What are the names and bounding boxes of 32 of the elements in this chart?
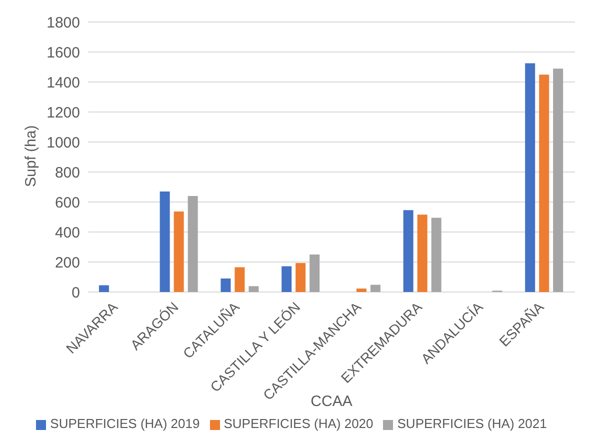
y-tick-label: 0 [72, 284, 80, 302]
bar [282, 266, 292, 292]
bar [220, 278, 231, 292]
legend-label: SUPERFICIES (HA) 2021 [397, 416, 547, 431]
bar [553, 68, 564, 292]
y-tick-label: 1600 [46, 44, 80, 62]
bar [525, 63, 536, 292]
y-tick-label: 400 [54, 224, 80, 242]
bar [370, 284, 380, 292]
y-tick-label: 200 [54, 254, 80, 272]
bar [296, 263, 306, 292]
bar [417, 214, 428, 292]
y-tick-label: 800 [54, 164, 80, 182]
bar [356, 288, 366, 292]
bar [234, 267, 245, 292]
y-axis-title: Supf (ha) [22, 125, 40, 187]
y-tick-label: 1800 [46, 14, 80, 32]
legend-label: SUPERFICIES (HA) 2020 [224, 416, 374, 431]
bar [98, 285, 109, 292]
y-tick-label: 600 [54, 194, 80, 212]
bar [431, 218, 442, 292]
bar [174, 211, 184, 292]
legend-label: SUPERFICIES (HA) 2019 [50, 416, 200, 431]
y-tick-label: 1400 [46, 74, 80, 92]
bar [403, 210, 414, 292]
bar [188, 196, 198, 292]
y-tick-label: 1000 [46, 134, 80, 152]
bar [539, 74, 550, 292]
y-tick-label: 1200 [46, 104, 80, 122]
bar [310, 254, 320, 292]
bar [160, 192, 170, 292]
bar [248, 286, 259, 292]
